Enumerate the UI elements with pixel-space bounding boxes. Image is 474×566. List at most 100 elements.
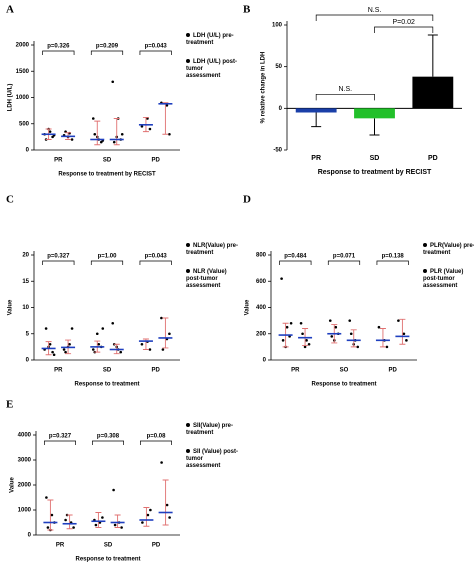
panel: A 0 500 1000 1500 2000 LDH (U/L) PR SD PD Response… [6,4,180,178]
y-tick-label: 0 [26,358,30,364]
bracket [327,260,361,265]
data-point [140,342,144,346]
error-bar [114,514,121,528]
legend-marker [186,449,190,453]
legend-entry: LDH (U/L) pre-treatment [186,33,238,47]
data-point [146,513,150,517]
legend-marker [186,59,190,63]
data-point [168,516,171,519]
y-tick-label: 20 [22,253,29,259]
x-tick-label: SD [104,543,113,549]
bracket [42,50,75,55]
error-bar [143,507,150,527]
bracket [90,50,124,55]
bar [354,108,395,119]
data-point [93,132,97,136]
data-point [385,345,389,349]
x-axis-title: Response to treatment [74,382,139,388]
bar [295,108,337,113]
data-point [95,332,99,336]
x-tick-label: PR [56,543,65,549]
error-bar [399,318,406,345]
data-point [120,526,123,529]
error-bar [427,34,438,77]
x-axis-title: Response to treatment by RECIST [58,172,156,178]
legend-entry: NLR (Value) post-tumor assessment [186,269,238,290]
legend-marker [186,33,190,37]
bracket [139,260,172,265]
y-tick-label: 4000 [18,433,32,439]
data-point [48,342,52,346]
error-bar [162,102,169,135]
y-tick-label: 0 [263,358,267,364]
legend-label: NLR(Value) pre-treatment [186,243,239,256]
error-bar [311,112,322,128]
data-point [285,325,289,329]
data-point [160,316,163,320]
p-value: p=0.308 [97,434,120,440]
y-axis-title: Value [8,299,14,315]
error-bar [95,512,102,528]
data-point [299,321,303,325]
p-value: p=0.043 [145,254,168,260]
data-point [48,130,52,133]
data-point [64,350,67,354]
p-value: p=0.071 [333,254,356,260]
data-point [280,277,283,280]
panel-letter: C [6,194,14,206]
data-point [328,319,332,322]
bracket [140,440,172,445]
data-point [140,125,144,128]
error-bar [350,329,357,348]
panel: C 0 5 10 15 20 Value PR SD PD Response to treatmen… [6,194,180,388]
x-tick-label: SD [103,368,112,374]
data-point [44,327,48,330]
legend-label: LDH (U/L) pre-treatment [186,33,234,46]
y-axis-title: Value [10,477,16,493]
data-point [141,521,144,524]
legend-entry: PLR (Value) post-tumor assessment [423,269,474,290]
data-point [168,132,171,136]
data-point [349,332,353,336]
p-value: p=0.327 [47,254,70,260]
data-point [62,348,66,351]
x-axis-title: Response to treatment [75,557,140,563]
panel-letter: E [6,399,13,411]
x-tick-label: PD [388,368,397,374]
data-point [281,339,285,342]
panel-letter: A [6,4,14,16]
legend-label: SII (Value) post-tumor assessment [186,449,239,469]
data-point [111,321,115,325]
panel: E 0 1000 2000 3000 4000 Value PR SD PD Response to… [6,399,180,563]
x-tick-label: PD [151,158,160,164]
data-point [334,325,338,329]
data-point [50,513,54,517]
data-point [330,335,334,338]
error-bar [94,120,101,146]
data-point [64,518,67,522]
p-value: p=0.484 [284,254,307,260]
bracket [279,260,312,265]
y-tick-label: -50 [273,148,282,154]
y-tick-label: 3000 [18,458,32,464]
p-value: p=0.138 [382,254,405,260]
y-axis-title: % relative change in LDH [261,52,267,124]
x-axis-title: Response to treatment [311,382,376,388]
p-value: p=1.00 [98,254,118,260]
bracket [90,260,124,265]
y-tick-label: 500 [19,121,30,127]
y-tick-label: 10 [22,305,29,311]
data-point [148,348,152,351]
legend-entry: LDH (U/L) post-tumor assessment [186,59,238,80]
x-tick-label: PD [152,543,161,549]
legend-label: LDH (U/L) post-tumor assessment [186,59,237,79]
data-point [112,488,115,492]
x-tick-label: SD [370,155,380,162]
data-point [305,339,308,342]
panel: D 0 200 400 600 800 Value PR SO PD Response to tre… [243,194,417,388]
data-point [397,319,400,322]
data-point [91,348,95,351]
bracket [42,260,75,265]
data-point [356,345,360,349]
data-point [68,342,71,346]
